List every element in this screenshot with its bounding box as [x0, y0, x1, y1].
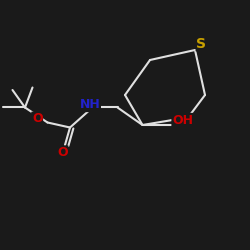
Text: OH: OH [172, 114, 193, 126]
Text: O: O [32, 112, 42, 125]
Text: O: O [57, 146, 68, 159]
Text: NH: NH [80, 98, 100, 112]
Text: S: S [196, 37, 206, 51]
